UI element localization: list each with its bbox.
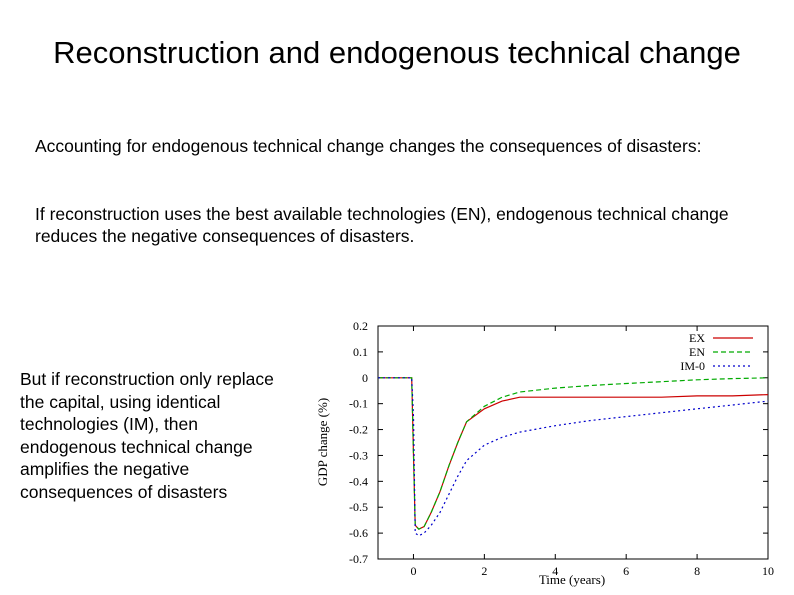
legend-label: IM-0 [680, 359, 705, 373]
y-tick-label: -0.4 [349, 474, 368, 488]
slide-title: Reconstruction and endogenous technical … [53, 35, 741, 70]
plot-frame [377, 325, 769, 560]
x-tick-label: 10 [762, 564, 774, 578]
y-tick-label: -0.2 [349, 423, 368, 437]
series-line-ex [378, 377, 769, 530]
x-tick-label: 2 [481, 564, 487, 578]
series-line-en [378, 377, 769, 530]
y-tick-label: -0.5 [349, 500, 368, 514]
y-tick-label: -0.1 [349, 397, 368, 411]
y-tick-label: -0.3 [349, 448, 368, 462]
gdp-change-chart: 0 2 4 6 8 10 0.2 0.1 0 -0.1 -0.2 -0.3 -0.4 -0.5 -0.6 -0… [315, 319, 774, 587]
x-axis-label: Time (years) [539, 572, 605, 587]
y-tick-label: 0.2 [353, 319, 368, 333]
im-paragraph: But if reconstruction only replace the c… [20, 369, 274, 502]
legend-label: EX [689, 331, 705, 345]
y-tick-label: -0.6 [349, 526, 368, 540]
y-tick-label: 0.1 [353, 345, 368, 359]
legend-label: EN [689, 345, 705, 359]
x-tick-label: 4 [552, 564, 558, 578]
y-tick-label: 0 [362, 371, 368, 385]
en-paragraph: If reconstruction uses the best availabl… [35, 204, 729, 246]
y-axis-label: GDP change (%) [315, 398, 330, 486]
intro-paragraph: Accounting for endogenous technical chan… [35, 136, 702, 156]
x-tick-label: 6 [623, 564, 629, 578]
x-tick-label: 0 [410, 564, 416, 578]
x-tick-label: 8 [694, 564, 700, 578]
y-tick-label: -0.7 [349, 552, 368, 566]
series-line-im-0 [378, 377, 769, 537]
